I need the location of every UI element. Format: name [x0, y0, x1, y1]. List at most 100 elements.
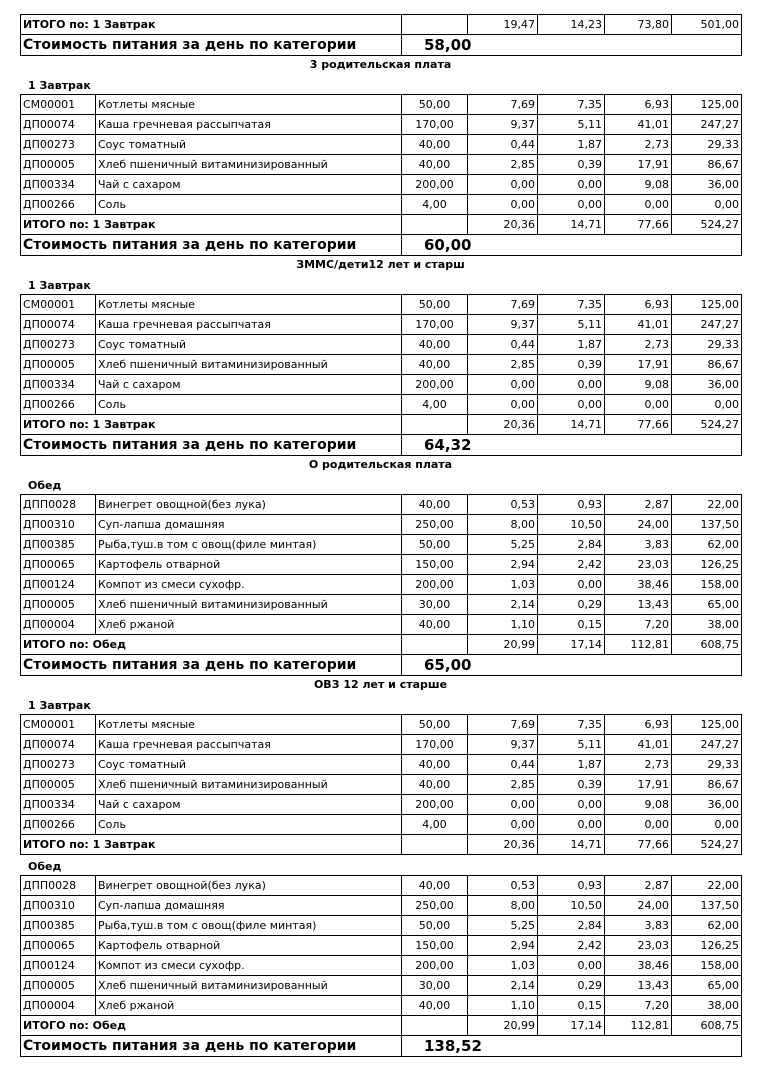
dish-code: ДП00074: [20, 734, 96, 755]
table-row: ДП00310 Суп-лапша домашняя 250,00 8,00 10,50…: [20, 895, 742, 916]
calories: 126,25: [671, 554, 742, 575]
proteins: 2,94: [467, 554, 538, 575]
dish-code: ДП00065: [20, 935, 96, 956]
dish-code: ДП00005: [20, 354, 96, 375]
proteins: 9,37: [467, 114, 538, 135]
cost-value: 138,52: [401, 1035, 742, 1057]
carbohydrates: 0,00: [604, 194, 672, 215]
dish-name: Каша гречневая рассыпчатая: [95, 114, 402, 135]
total-label: ИТОГО по: 1 Завтрак: [20, 414, 402, 435]
table-row: ДП00005 Хлеб пшеничный витаминизированный…: [20, 975, 742, 996]
dish-name: Суп-лапша домашняя: [95, 895, 402, 916]
calories: 0,00: [671, 394, 742, 415]
calories: 247,27: [671, 114, 742, 135]
section-title: ОВЗ 12 лет и старше: [313, 678, 448, 691]
calories: 29,33: [671, 334, 742, 355]
total-value: 14,71: [537, 214, 605, 235]
table-row: ДП00065 Картофель отварной 150,00 2,94 2,42 2…: [20, 935, 742, 956]
portion-weight: 150,00: [401, 554, 468, 575]
menu-table: СМ00001 Котлеты мясные 50,00 7,69 7,35 6,93 12…: [20, 94, 742, 256]
table-row: ДП00004 Хлеб ржаной 40,00 1,10 0,15 7,20 38,00: [20, 995, 742, 1016]
calories: 137,50: [671, 895, 742, 916]
table-row: СМ00001 Котлеты мясные 50,00 7,69 7,35 6,93 12…: [20, 94, 742, 115]
dish-name: Хлеб пшеничный витаминизированный: [95, 975, 402, 996]
portion-weight: 40,00: [401, 494, 468, 515]
carbohydrates: 2,73: [604, 134, 672, 155]
calories: 38,00: [671, 614, 742, 635]
proteins: 0,00: [467, 814, 538, 835]
fats: 1,87: [537, 754, 605, 775]
total-value: 112,81: [604, 634, 672, 655]
fats: 2,42: [537, 935, 605, 956]
calories: 125,00: [671, 94, 742, 115]
total-label: ИТОГО по: 1 Завтрак: [20, 834, 402, 855]
carbohydrates: 17,91: [604, 774, 672, 795]
total-row: ИТОГО по: 1 Завтрак 20,36 14,71 77,66 524,27: [20, 414, 742, 435]
carbohydrates: 6,93: [604, 294, 672, 315]
total-value: 524,27: [671, 414, 742, 435]
fats: 0,00: [537, 955, 605, 976]
proteins: 0,53: [467, 875, 538, 896]
dish-name: Соус томатный: [95, 334, 402, 355]
calories: 0,00: [671, 814, 742, 835]
total-value: 20,36: [467, 834, 538, 855]
calories: 36,00: [671, 174, 742, 195]
portion-weight: 30,00: [401, 975, 468, 996]
portion-weight: 40,00: [401, 614, 468, 635]
fats: 0,15: [537, 995, 605, 1016]
dish-name: Соль: [95, 194, 402, 215]
calories: 125,00: [671, 294, 742, 315]
total-empty-cell: [401, 834, 468, 855]
dish-name: Винегрет овощной(без лука): [95, 494, 402, 515]
fats: 0,39: [537, 774, 605, 795]
table-row: СМ00001 Котлеты мясные 50,00 7,69 7,35 6,93 12…: [20, 294, 742, 315]
table-row: ДП00004 Хлеб ржаной 40,00 1,10 0,15 7,20 38,00: [20, 614, 742, 635]
fats: 2,84: [537, 534, 605, 555]
fats: 5,11: [537, 734, 605, 755]
dish-name: Каша гречневая рассыпчатая: [95, 314, 402, 335]
portion-weight: 4,00: [401, 394, 468, 415]
table-row: ДП00266 Соль 4,00 0,00 0,00 0,00 0,00: [20, 394, 742, 415]
carbohydrates: 41,01: [604, 314, 672, 335]
cost-label: Стоимость питания за день по категории: [20, 34, 402, 56]
calories: 158,00: [671, 955, 742, 976]
portion-weight: 40,00: [401, 334, 468, 355]
calories: 86,67: [671, 154, 742, 175]
dish-code: ДП00273: [20, 134, 96, 155]
dish-name: Рыба,туш.в том с овощ(филе минтая): [95, 915, 402, 936]
proteins: 1,10: [467, 614, 538, 635]
portion-weight: 50,00: [401, 294, 468, 315]
dish-code: ДП00074: [20, 114, 96, 135]
calories: 158,00: [671, 574, 742, 595]
carbohydrates: 38,46: [604, 574, 672, 595]
portion-weight: 250,00: [401, 895, 468, 916]
fats: 0,00: [537, 794, 605, 815]
menu-table: СМ00001 Котлеты мясные 50,00 7,69 7,35 6,93 12…: [20, 294, 742, 456]
portion-weight: 170,00: [401, 734, 468, 755]
fats: 2,84: [537, 915, 605, 936]
carbohydrates: 23,03: [604, 554, 672, 575]
cost-row: Стоимость питания за день по категории 64…: [20, 434, 742, 456]
cost-row: Стоимость питания за день по категории 60…: [20, 234, 742, 256]
proteins: 2,94: [467, 935, 538, 956]
dish-code: ДПП0028: [20, 875, 96, 896]
portion-weight: 40,00: [401, 154, 468, 175]
menu-table: ИТОГО по: 1 Завтрак 19,47 14,23 73,80 501,00…: [20, 14, 742, 56]
portion-weight: 200,00: [401, 955, 468, 976]
total-row: ИТОГО по: 1 Завтрак 20,36 14,71 77,66 524,27: [20, 834, 742, 855]
dish-code: ДП00266: [20, 814, 96, 835]
dish-name: Чай с сахаром: [95, 374, 402, 395]
total-value: 20,36: [467, 214, 538, 235]
proteins: 1,03: [467, 955, 538, 976]
proteins: 0,00: [467, 174, 538, 195]
carbohydrates: 41,01: [604, 734, 672, 755]
fats: 0,39: [537, 354, 605, 375]
total-empty-cell: [401, 634, 468, 655]
total-label: ИТОГО по: Обед: [20, 634, 402, 655]
dish-code: ДП00385: [20, 915, 96, 936]
cost-label: Стоимость питания за день по категории: [20, 434, 402, 456]
table-row: ДПП0028 Винегрет овощной(без лука) 40,00 0,…: [20, 494, 742, 515]
calories: 86,67: [671, 354, 742, 375]
portion-weight: 50,00: [401, 915, 468, 936]
portion-weight: 200,00: [401, 574, 468, 595]
